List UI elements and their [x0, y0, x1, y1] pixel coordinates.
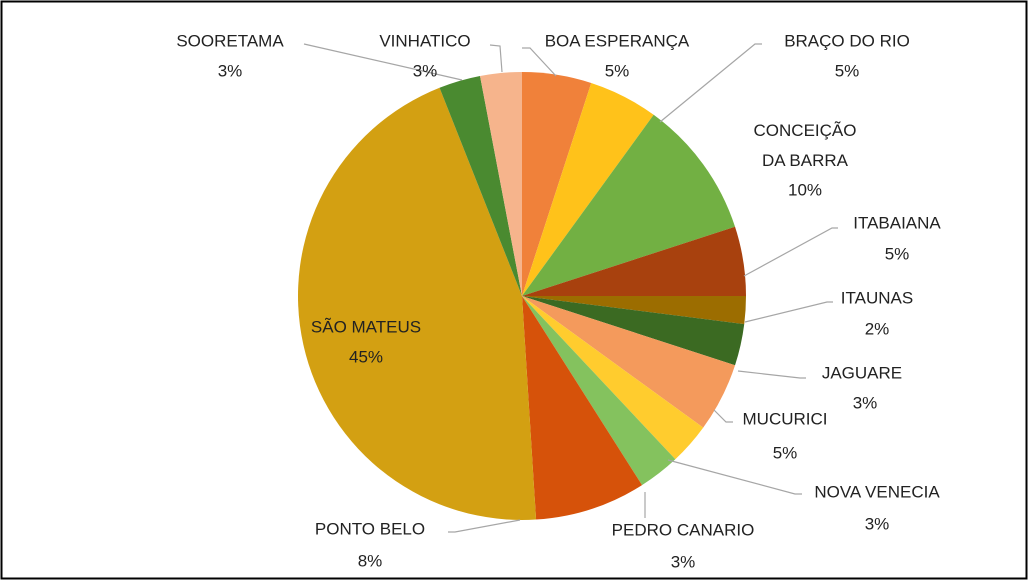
- pie-slice: [522, 296, 746, 325]
- value-label: 5%: [773, 443, 798, 462]
- leader-line: [737, 370, 806, 379]
- slice-label-line: DA BARRA: [762, 151, 849, 170]
- value-label: 10%: [788, 180, 822, 199]
- slice-label: NOVA VENECIA: [814, 482, 940, 501]
- slice-label: SOORETAMA: [176, 31, 284, 50]
- slice-label: BRAÇO DO RIO: [784, 31, 910, 50]
- value-label: 3%: [671, 552, 696, 571]
- slice-label: PONTO BELO: [315, 519, 425, 538]
- pie-slice: [522, 114, 736, 297]
- value-label: 3%: [865, 514, 890, 533]
- pie-slice: [522, 296, 676, 486]
- slice-label: BOA ESPERANÇA: [545, 31, 690, 50]
- leader-line: [448, 519, 521, 533]
- pie-slice: [522, 296, 643, 520]
- pie-slice: [522, 72, 592, 296]
- leader-line: [743, 227, 838, 277]
- leader-line: [667, 459, 802, 495]
- slice-label: ITABAIANA: [853, 213, 941, 232]
- pie-slice: [522, 296, 704, 460]
- value-label: 2%: [865, 319, 890, 338]
- value-label: 3%: [853, 393, 878, 412]
- leader-line: [522, 47, 557, 77]
- slice-label: VINHATICO: [379, 31, 470, 50]
- leader-line: [659, 43, 762, 123]
- pie-slice: [480, 72, 522, 296]
- slice-label: ITAUNAS: [841, 288, 913, 307]
- leader-line: [489, 44, 503, 73]
- leader-line: [713, 409, 733, 423]
- value-label: 3%: [413, 61, 438, 80]
- value-label: 3%: [218, 61, 243, 80]
- slice-label: CONCEIÇÃO DA BARRA: [754, 121, 857, 170]
- slice-label: MUCURICI: [743, 409, 828, 428]
- pie-slice: [522, 226, 746, 296]
- value-label: 8%: [358, 551, 383, 570]
- value-label: 5%: [885, 244, 910, 263]
- pie-slice: [522, 296, 736, 428]
- slice-label: PEDRO CANARIO: [612, 520, 755, 539]
- slice-label: JAGUARE: [822, 363, 902, 382]
- slice-label-line: CONCEIÇÃO: [754, 121, 857, 140]
- pie-slice: [522, 296, 745, 366]
- leader-line: [744, 301, 833, 323]
- slice-label: SÃO MATEUS: [311, 317, 421, 336]
- value-label: 5%: [835, 61, 860, 80]
- value-label: 45%: [349, 347, 383, 366]
- pie-slice: [297, 87, 537, 520]
- pie-slice: [439, 75, 522, 297]
- pie-slice: [522, 82, 654, 296]
- leader-line: [303, 43, 463, 81]
- value-label: 5%: [605, 61, 630, 80]
